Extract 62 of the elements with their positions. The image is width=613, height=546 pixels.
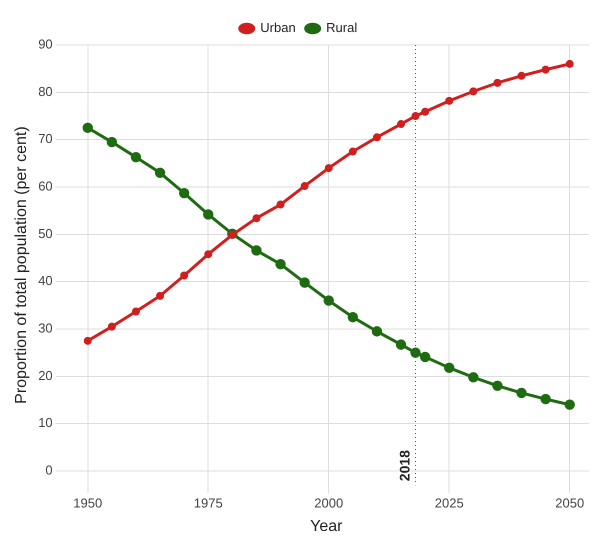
point (421, 108, 430, 116)
y-tick-label: 10 (38, 415, 53, 430)
point (300, 182, 309, 190)
point (516, 388, 527, 398)
point (420, 352, 430, 362)
y-tick-label: 50 (38, 226, 53, 241)
y-tick-label: 0 (45, 462, 53, 478)
x-axis-title: Year (310, 518, 344, 535)
legend-label: Urban (260, 20, 296, 36)
y-tick-label: 60 (38, 178, 53, 194)
point (566, 60, 574, 68)
point (251, 245, 262, 256)
y-tick-label: 70 (38, 131, 53, 146)
ref-line-label: 2018 (396, 450, 412, 482)
x-tick-label: 1950 (73, 496, 102, 511)
point (252, 214, 260, 222)
y-tick-label: 90 (38, 36, 53, 52)
point (130, 152, 142, 162)
point (132, 307, 140, 316)
point (299, 277, 310, 288)
point (493, 78, 502, 87)
x-tick-label: 2050 (555, 496, 584, 511)
point (397, 120, 406, 128)
point (106, 136, 118, 148)
point (444, 362, 454, 374)
point (348, 148, 357, 156)
point (348, 312, 358, 322)
point (180, 272, 188, 280)
point (445, 96, 454, 105)
point (203, 209, 214, 220)
point (82, 122, 93, 134)
point (518, 72, 526, 80)
point (178, 188, 190, 198)
point (410, 347, 421, 358)
x-tick-label: 2025 (434, 496, 464, 511)
point (492, 380, 503, 391)
point (540, 394, 551, 404)
point (84, 336, 92, 345)
point (324, 164, 333, 172)
y-tick-label: 20 (38, 368, 53, 383)
y-axis-title: Proportion of total population (per cent) (13, 126, 30, 404)
point (156, 292, 164, 300)
point (204, 250, 212, 258)
point (276, 200, 285, 209)
y-tick-label: 80 (38, 84, 53, 99)
x-tick-label: 1975 (194, 496, 223, 511)
point (108, 322, 116, 331)
point (324, 295, 334, 306)
point (542, 66, 550, 74)
point (411, 112, 420, 120)
y-tick-label: 40 (38, 273, 53, 288)
point (468, 372, 479, 382)
point (372, 133, 381, 142)
point (564, 400, 575, 410)
point (275, 258, 286, 270)
point (469, 87, 478, 96)
y-tick-label: 30 (38, 320, 53, 336)
x-tick-label: 2000 (314, 496, 344, 511)
point (372, 326, 382, 337)
legend-label: Rural (326, 20, 358, 36)
point (154, 168, 166, 178)
point (396, 339, 406, 350)
